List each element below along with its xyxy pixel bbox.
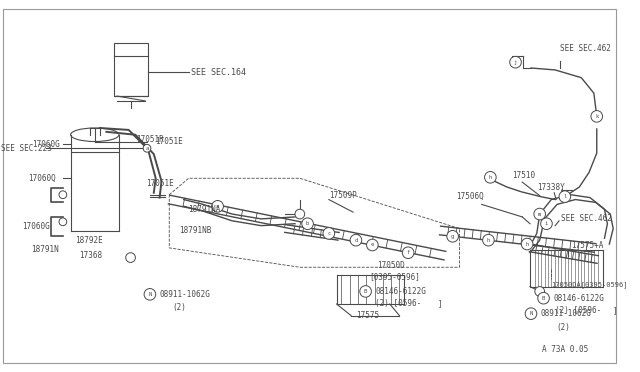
Text: g: g <box>451 234 454 239</box>
Text: 17338Y: 17338Y <box>537 183 564 192</box>
Circle shape <box>367 239 378 251</box>
Text: a: a <box>216 204 220 209</box>
Text: [0395-0596]: [0395-0596] <box>369 272 420 281</box>
Text: (2): (2) <box>556 323 570 332</box>
Text: 17050D: 17050D <box>377 261 405 270</box>
Text: 18792E: 18792E <box>76 236 103 245</box>
Text: b: b <box>306 221 309 226</box>
Circle shape <box>534 208 545 220</box>
Text: 17510: 17510 <box>513 171 536 180</box>
Circle shape <box>323 228 335 239</box>
Text: j: j <box>514 60 517 65</box>
Text: A 73A 0.05: A 73A 0.05 <box>541 345 588 354</box>
Text: 17575+A: 17575+A <box>571 241 603 250</box>
Text: SEE SEC.164: SEE SEC.164 <box>191 68 246 77</box>
Circle shape <box>403 247 414 259</box>
Circle shape <box>144 289 156 300</box>
Circle shape <box>522 238 533 250</box>
Circle shape <box>483 234 494 246</box>
Text: 17506Q: 17506Q <box>456 192 484 201</box>
Circle shape <box>535 286 545 296</box>
Text: 17368: 17368 <box>79 251 102 260</box>
Circle shape <box>447 231 458 242</box>
Circle shape <box>212 201 223 212</box>
Text: ]: ] <box>613 306 618 315</box>
Circle shape <box>360 286 371 297</box>
Text: SEE SEC.462: SEE SEC.462 <box>560 44 611 53</box>
Text: h: h <box>525 241 529 247</box>
Text: 17050DA[0395-0596]: 17050DA[0395-0596] <box>551 281 628 288</box>
Text: 17060Q: 17060Q <box>28 174 56 183</box>
Text: SEE SEC.462: SEE SEC.462 <box>561 214 612 223</box>
Text: a: a <box>145 146 148 151</box>
Text: h: h <box>487 238 490 243</box>
Text: e: e <box>371 243 374 247</box>
Text: 17051E: 17051E <box>146 179 174 187</box>
Text: h: h <box>489 175 492 180</box>
Text: 08146-6122G: 08146-6122G <box>375 287 426 296</box>
Circle shape <box>350 234 362 246</box>
Text: (2) [0596-: (2) [0596- <box>555 306 602 315</box>
Circle shape <box>143 144 151 152</box>
Text: c: c <box>327 231 330 236</box>
Text: 08911-1062G: 08911-1062G <box>159 290 211 299</box>
Circle shape <box>59 191 67 199</box>
Text: i: i <box>545 221 548 226</box>
Circle shape <box>295 209 305 219</box>
Text: f: f <box>406 250 410 255</box>
Text: B: B <box>364 289 367 294</box>
Text: 17060G: 17060G <box>22 222 50 231</box>
Text: N: N <box>529 311 532 316</box>
Circle shape <box>538 292 549 304</box>
Bar <box>114 43 148 96</box>
Text: 17575: 17575 <box>356 311 379 320</box>
Circle shape <box>525 308 537 320</box>
Text: l: l <box>563 194 566 199</box>
Text: 17060G: 17060G <box>32 140 60 149</box>
Text: 08911-1062G: 08911-1062G <box>541 309 591 318</box>
Text: d: d <box>355 238 358 243</box>
Text: k: k <box>595 114 598 119</box>
Text: 17051E: 17051E <box>155 137 182 146</box>
Text: m: m <box>538 212 541 217</box>
Circle shape <box>559 191 571 202</box>
Circle shape <box>59 218 67 226</box>
Text: SEE SEC.223: SEE SEC.223 <box>1 144 52 153</box>
Text: N: N <box>148 292 152 297</box>
Circle shape <box>302 218 314 230</box>
Text: 17509P: 17509P <box>329 191 356 200</box>
Text: ]: ] <box>438 299 443 308</box>
Circle shape <box>484 171 496 183</box>
Text: B: B <box>542 296 545 301</box>
Text: (2): (2) <box>172 303 186 312</box>
Circle shape <box>541 218 552 230</box>
Text: 17051R: 17051R <box>136 135 164 144</box>
Circle shape <box>591 110 602 122</box>
Text: 18791NB: 18791NB <box>179 226 211 235</box>
Text: 08146-6122G: 08146-6122G <box>553 294 604 303</box>
Circle shape <box>509 57 522 68</box>
Text: 18791N: 18791N <box>31 246 59 254</box>
Circle shape <box>125 253 136 262</box>
Text: 18791NA: 18791NA <box>189 205 221 214</box>
Text: (2) [0596-: (2) [0596- <box>375 299 422 308</box>
